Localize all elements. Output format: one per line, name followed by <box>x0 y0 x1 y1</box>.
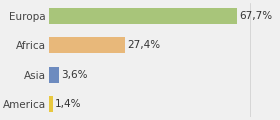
Bar <box>49 67 59 83</box>
Bar <box>49 96 53 112</box>
Text: 3,6%: 3,6% <box>61 70 87 80</box>
Bar <box>49 37 125 53</box>
Bar <box>49 8 237 24</box>
Text: 27,4%: 27,4% <box>127 40 160 50</box>
Text: 67,7%: 67,7% <box>240 11 273 21</box>
Text: 1,4%: 1,4% <box>55 99 81 109</box>
